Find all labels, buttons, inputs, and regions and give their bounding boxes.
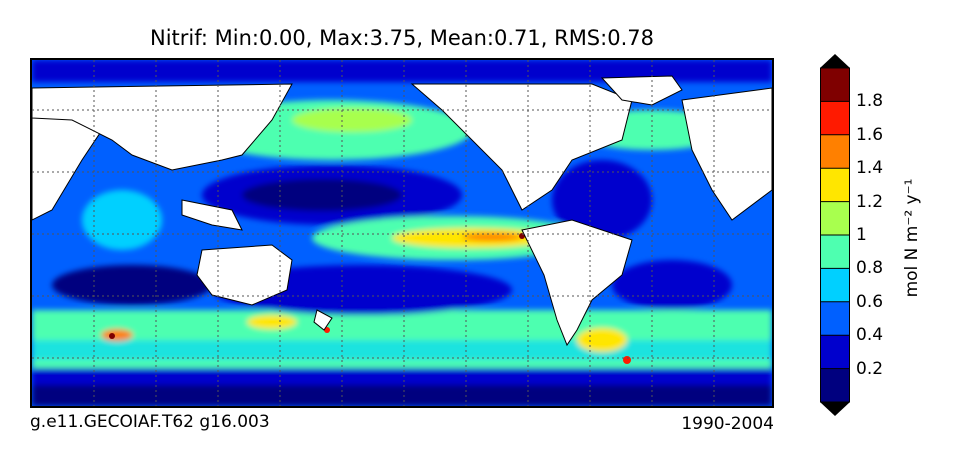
greenland-landmass xyxy=(600,75,683,106)
colorbar-segment xyxy=(820,201,850,235)
nitrification-map xyxy=(30,58,774,408)
colorbar-segment xyxy=(820,301,850,336)
land-masses xyxy=(32,75,772,347)
colorbar-tick-label: 1.4 xyxy=(856,158,884,179)
south-america-landmass xyxy=(521,219,633,347)
colorbar-segment xyxy=(820,68,850,102)
graticule xyxy=(32,60,772,406)
colorbar-unit-label: mol N m⁻² y⁻¹ xyxy=(902,178,922,298)
colorbar-tick-label: 1 xyxy=(856,225,867,245)
eurasia-landmass xyxy=(32,83,293,171)
colorbar-tick-label: 0.4 xyxy=(856,325,884,346)
run-identifier: g.e11.GECOIAF.T62 g16.003 xyxy=(30,412,270,432)
colorbar-segment xyxy=(820,134,850,169)
indonesia-landmass xyxy=(181,199,243,231)
europe-africa-landmass xyxy=(681,87,772,221)
time-period: 1990-2004 xyxy=(681,414,774,434)
colorbar-tick-label: 1.2 xyxy=(856,191,884,212)
colorbar-segment xyxy=(820,168,850,202)
colorbar-tick-label: 0.2 xyxy=(856,358,884,379)
australia-landmass xyxy=(196,244,293,306)
colorbar-segment xyxy=(820,235,850,269)
colorbar-segment xyxy=(820,335,850,369)
nitrification-field xyxy=(32,60,772,406)
map-title: Nitrif: Min:0.00, Max:3.75, Mean:0.71, R… xyxy=(150,26,654,50)
colorbar-tick-label: 0.8 xyxy=(856,258,884,279)
colorbar-extend-min xyxy=(820,402,850,416)
colorbar-segment xyxy=(820,101,850,135)
colorbar-tick-label: 0.6 xyxy=(856,291,884,312)
colorbar-segment xyxy=(820,368,850,402)
colorbar-tick-label: 1.8 xyxy=(856,91,884,112)
colorbar-segment xyxy=(820,268,850,302)
colorbar-extend-max xyxy=(820,54,850,68)
new-zealand-landmass xyxy=(313,309,333,331)
colorbar xyxy=(820,54,850,416)
colorbar-tick-label: 1.6 xyxy=(856,124,884,145)
